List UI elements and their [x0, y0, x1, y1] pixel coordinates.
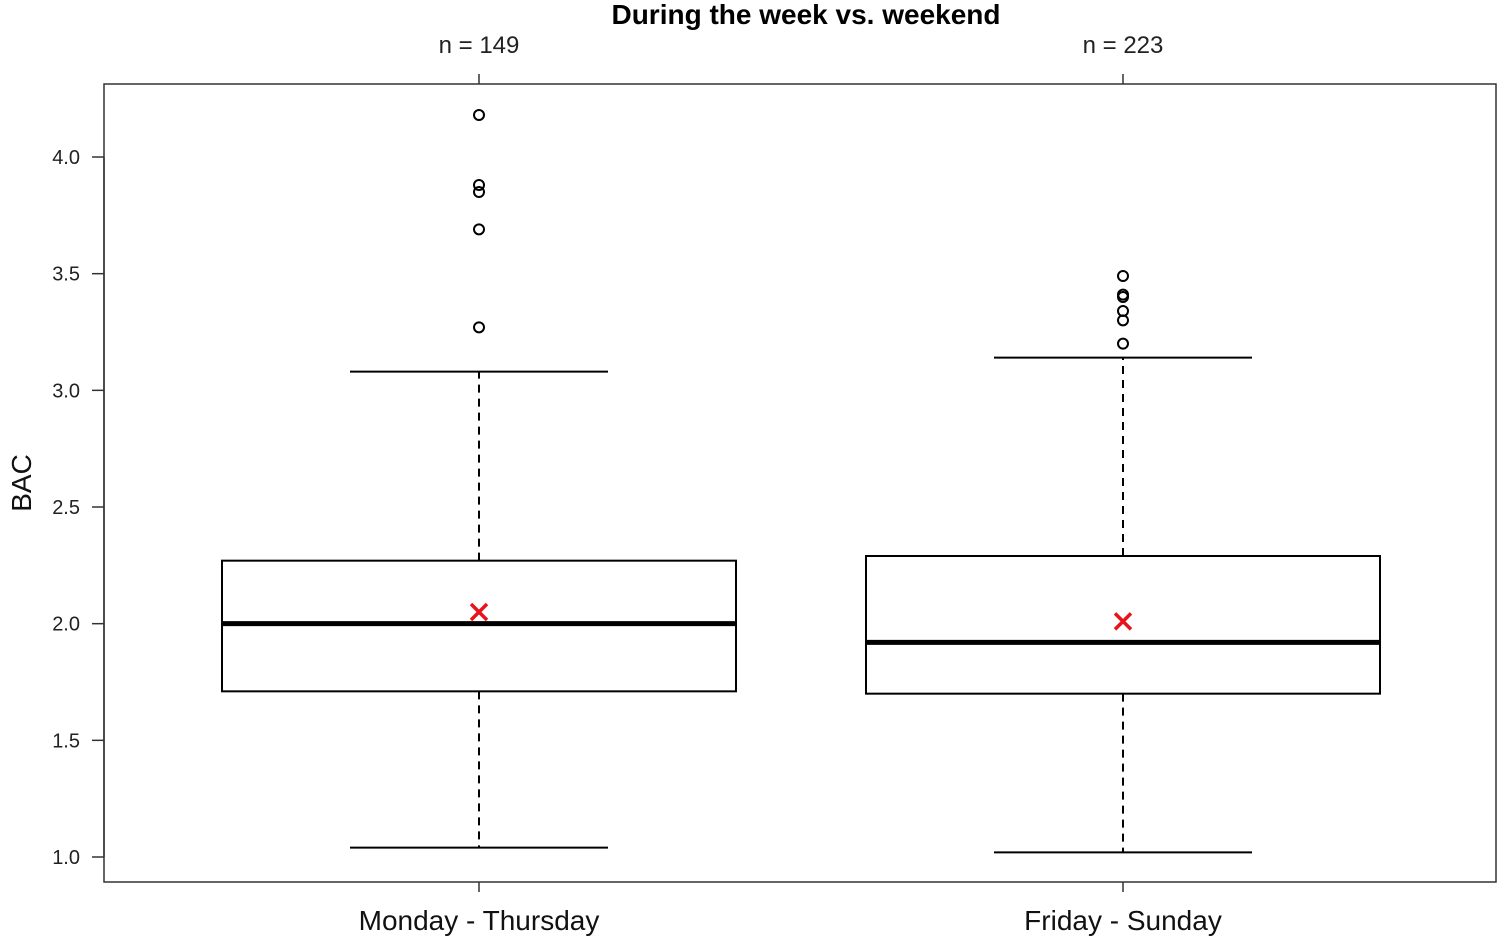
outlier-point: [1117, 337, 1129, 350]
y-tick-label: 1.0: [52, 847, 80, 869]
y-tick-label: 3.0: [52, 380, 80, 402]
mean-marker: [1113, 612, 1133, 631]
x-tick-label: Monday - Thursday: [359, 905, 600, 936]
outlier-point: [473, 179, 485, 192]
count-label: n = 223: [1083, 32, 1164, 59]
outlier-point: [473, 321, 485, 334]
outlier-point: [473, 109, 485, 122]
outlier-point: [473, 223, 485, 236]
outlier-point: [1117, 305, 1129, 318]
y-tick-label: 2.0: [52, 614, 80, 636]
y-axis-label: BAC: [6, 454, 37, 512]
y-tick-label: 2.5: [52, 497, 80, 519]
count-label: n = 149: [439, 32, 520, 59]
y-tick-label: 4.0: [52, 147, 80, 169]
outlier-point: [1117, 270, 1129, 283]
mean-marker: [469, 602, 489, 622]
chart-title: During the week vs. weekend: [611, 0, 1000, 30]
box-iqr: [865, 555, 1381, 695]
x-tick-label: Friday - Sunday: [1024, 905, 1222, 936]
y-tick-label: 1.5: [52, 730, 80, 752]
outlier-point: [1117, 288, 1129, 301]
y-tick-label: 3.5: [52, 264, 80, 286]
outlier-point: [473, 186, 485, 199]
plot-frame: [103, 83, 1497, 883]
